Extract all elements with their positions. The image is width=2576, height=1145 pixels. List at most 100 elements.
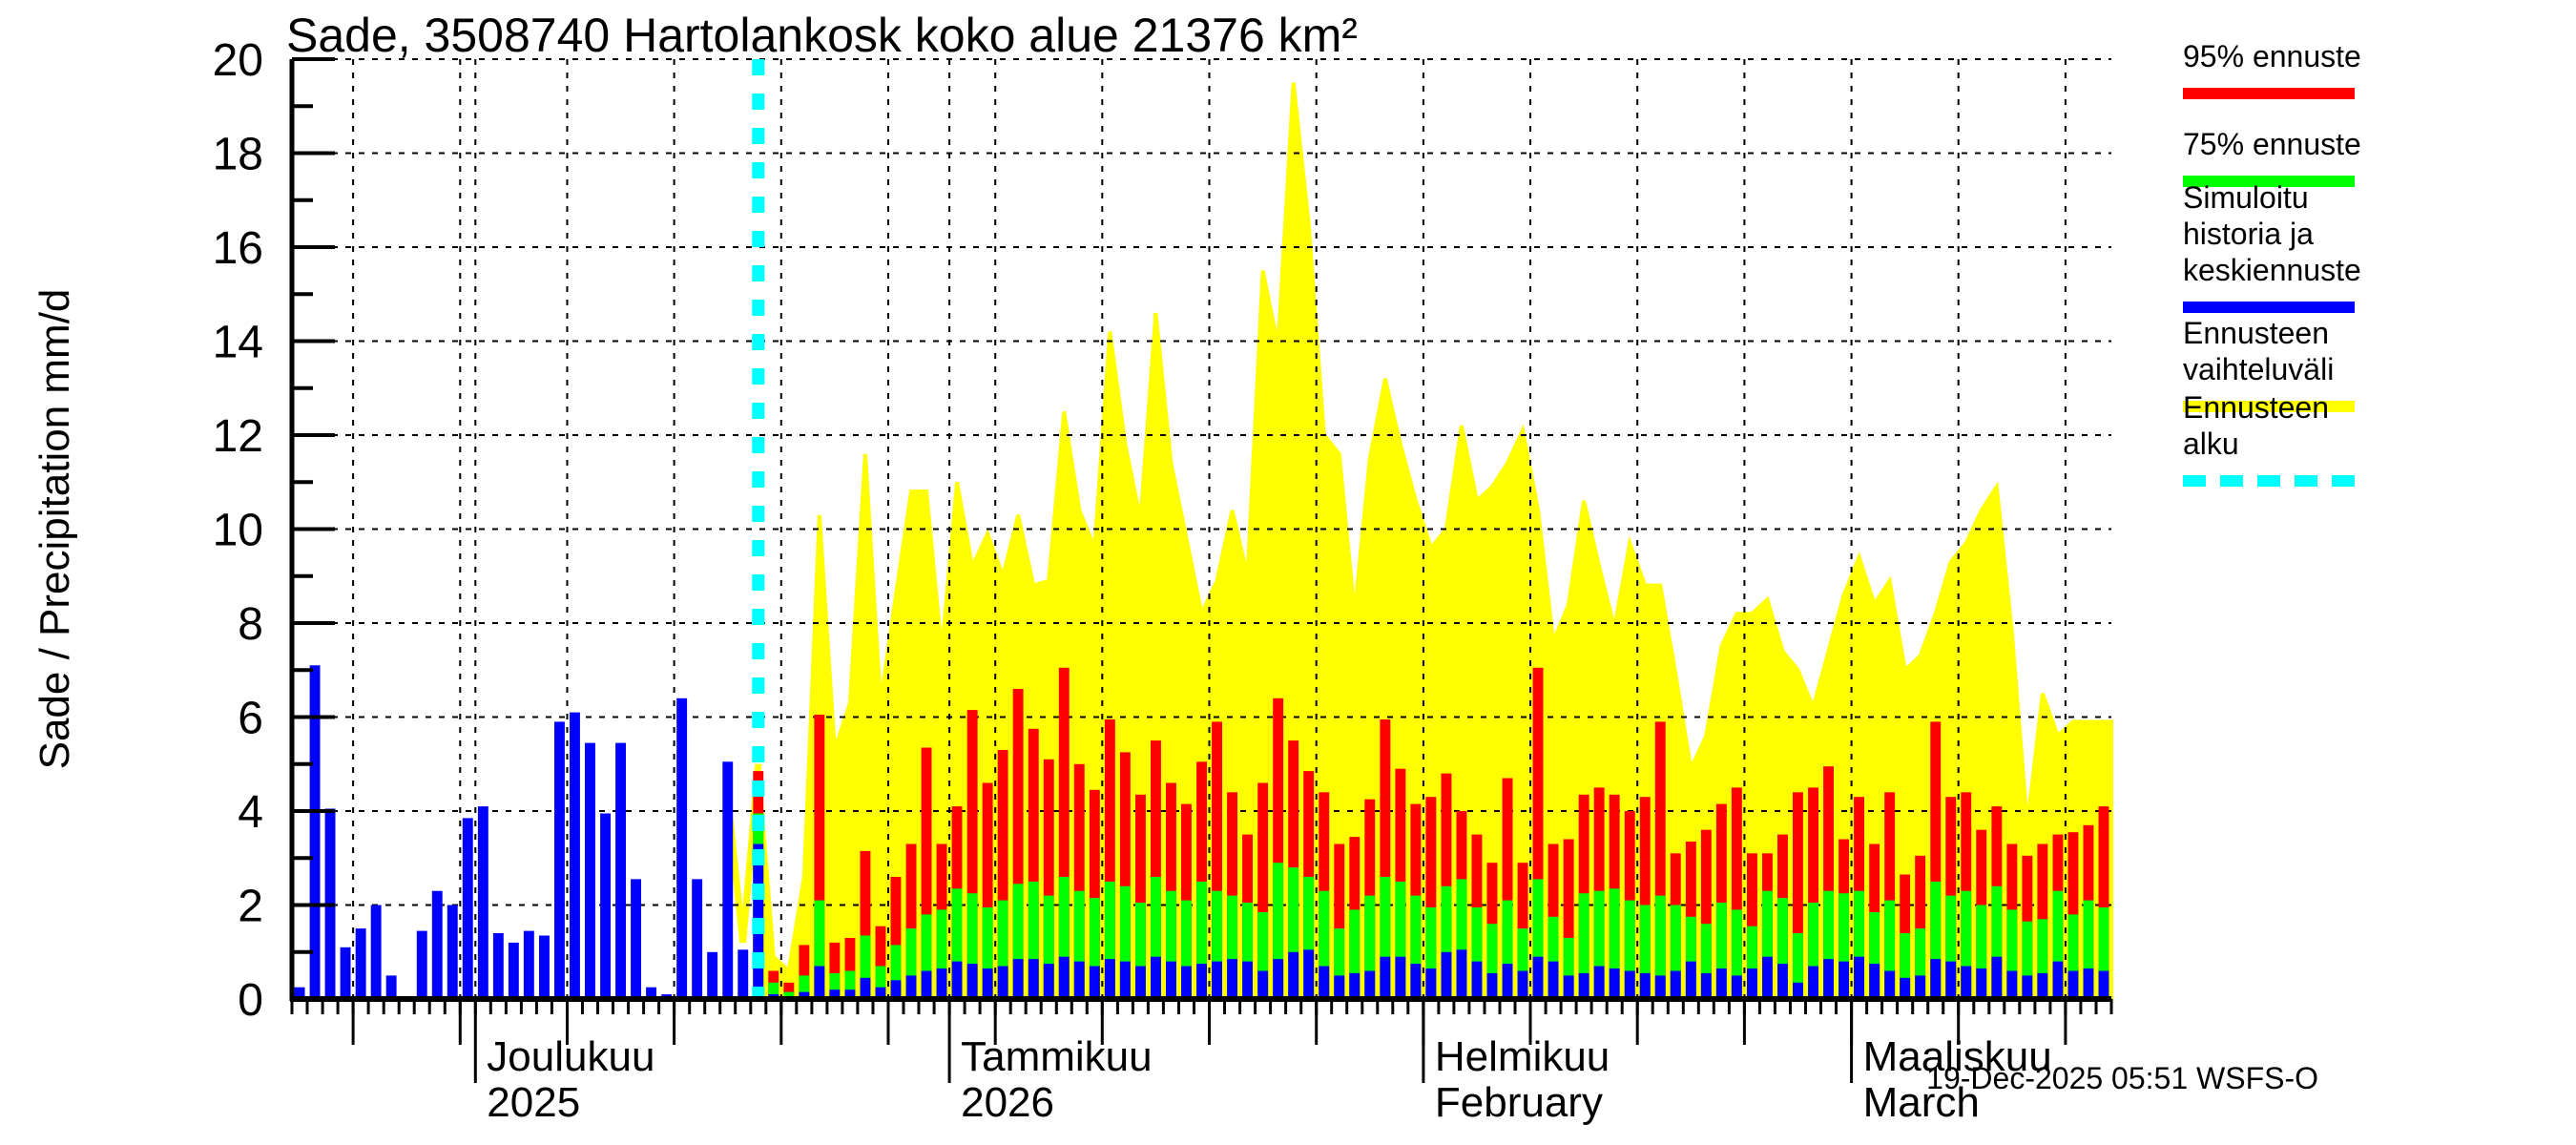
mean-bar [1731, 975, 1742, 999]
p95-bar [1058, 667, 1070, 999]
p95-bar [905, 843, 917, 999]
history-bar [585, 742, 595, 999]
p75-bar [1135, 903, 1146, 999]
history-bar [309, 665, 321, 999]
p75-bar [1334, 928, 1345, 999]
p95-bar [997, 750, 1008, 999]
p75-bar [875, 966, 886, 999]
y-tick-label: 2 [238, 882, 263, 932]
p75-bar [1012, 884, 1024, 999]
mean-bar [1058, 956, 1070, 999]
mean-bar [1976, 968, 1987, 999]
p75-bar [1043, 895, 1054, 999]
mean-bar [1089, 966, 1100, 999]
p75-bar [1624, 900, 1635, 999]
p75-bar [1609, 888, 1620, 999]
p95-bar [1915, 855, 1926, 999]
history-bar [492, 933, 504, 999]
mean-bar [1410, 964, 1422, 999]
history-bar [692, 879, 703, 999]
p75-bar [1119, 885, 1131, 999]
p95-bar [1104, 719, 1115, 999]
p95-bar [814, 715, 825, 999]
y-tick-label: 20 [213, 35, 263, 86]
p95-bar [783, 982, 795, 999]
p75-bar [1212, 890, 1222, 999]
p75-bar [1685, 916, 1696, 999]
history-bar [340, 947, 351, 999]
p75-bar [1410, 895, 1422, 999]
mean-bar [1532, 956, 1544, 999]
p75-bar [1257, 911, 1269, 999]
month-sublabel: March [1863, 1079, 1980, 1126]
mean-bar [905, 975, 917, 999]
p95-bar [921, 747, 932, 999]
legend-label: Ennusteen vaihteluväli [2183, 316, 2335, 386]
month-label: Helmikuu [1435, 1033, 1610, 1080]
history-bar [615, 742, 626, 999]
p95-bar [1700, 829, 1712, 999]
p75-bar [1793, 933, 1803, 999]
p75-bar [783, 991, 795, 999]
p75-bar [2098, 907, 2109, 999]
mean-bar [1227, 959, 1237, 999]
mean-bar [1685, 961, 1696, 999]
p95-bar [1808, 787, 1818, 999]
p95-bar [966, 710, 978, 999]
mean-bar [1808, 966, 1818, 999]
y-tick-label: 4 [238, 787, 263, 838]
p75-bar [1532, 879, 1544, 999]
mean-bar [1349, 972, 1361, 999]
history-bar [523, 930, 534, 999]
p95-bar [1425, 797, 1437, 999]
month-label: Maaliskuu [1863, 1033, 2052, 1080]
p75-bar [2006, 909, 2018, 999]
p95-bar [1196, 761, 1207, 999]
history-bar [737, 949, 749, 999]
mean-bar [1288, 951, 1299, 1000]
p75-bar [2052, 890, 2064, 999]
p75-bar [1441, 885, 1452, 999]
p75-bar [1456, 879, 1467, 999]
p75-bar [1273, 863, 1284, 999]
p95-bar [844, 938, 856, 999]
p75-bar [1242, 903, 1253, 999]
mean-bar [2098, 970, 2109, 999]
mean-bar [1609, 968, 1620, 999]
p75-bar [1058, 877, 1070, 999]
p95-bar [1793, 792, 1803, 999]
history-bar [416, 930, 427, 999]
mean-bar [1670, 970, 1681, 999]
p95-bar [1334, 843, 1345, 999]
history-bar [631, 879, 641, 999]
legend-label: 95% ennuste [2183, 39, 2361, 73]
mean-bar [1380, 956, 1391, 999]
mean-bar [1654, 975, 1666, 999]
mean-bar [921, 970, 932, 999]
p95-bar [2098, 806, 2109, 999]
mean-bar [1991, 956, 2003, 999]
p75-bar [1364, 895, 1376, 999]
p95-bar [1823, 766, 1834, 999]
mean-bar [1135, 966, 1146, 999]
mean-bar [1548, 961, 1559, 999]
p75-bar [1839, 893, 1849, 999]
p95-bar [1089, 789, 1100, 999]
p75-bar [1976, 905, 1987, 999]
p95-bar [1884, 792, 1896, 999]
p95-bar [875, 926, 886, 999]
mean-bar [1319, 966, 1330, 999]
p75-bar [1196, 881, 1207, 999]
p75-bar [951, 888, 963, 999]
p75-bar [982, 907, 993, 999]
p95-bar [1654, 721, 1666, 999]
mean-bar [1166, 961, 1176, 999]
mean-bar [829, 989, 841, 999]
history-bar [570, 712, 580, 999]
y-tick-label: 14 [213, 318, 263, 368]
mean-bar [890, 980, 902, 999]
mean-bar [1303, 949, 1315, 999]
mean-bar [875, 987, 886, 999]
legend-label: Simuloitu historia ja keskiennuste [2183, 180, 2361, 287]
history-bar [646, 987, 656, 999]
